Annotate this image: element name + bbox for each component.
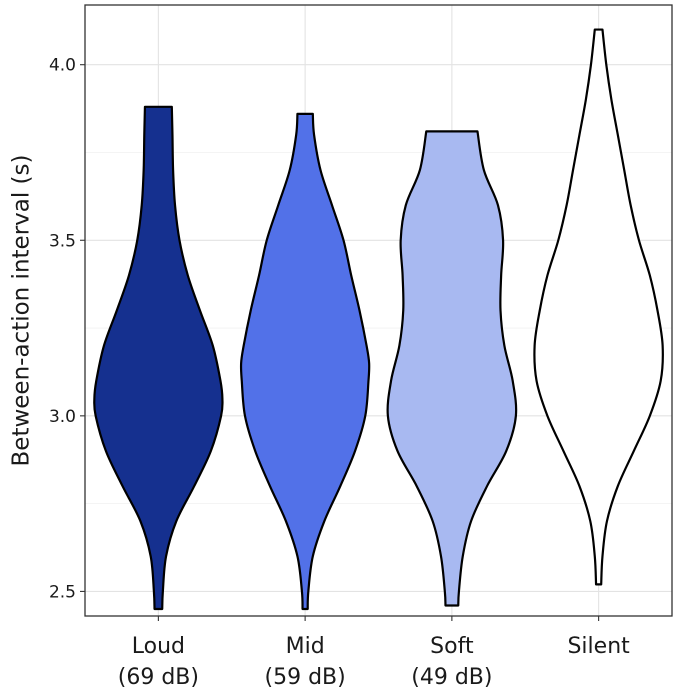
y-tick-label: 2.5: [49, 582, 76, 602]
violin-mid: [239, 112, 371, 611]
violins: [93, 28, 664, 611]
violin-silent: [533, 28, 664, 586]
x-tick-sublabel: (49 dB): [411, 665, 492, 690]
plot-panel-border: [84, 4, 673, 617]
y-tick-label: 3.5: [49, 231, 76, 251]
violin-loud: [93, 105, 224, 611]
x-tick-sublabel: (69 dB): [118, 665, 199, 690]
x-tick-label: Mid: [286, 634, 325, 659]
y-axis: 2.5 3.0 3.5 4.0: [49, 56, 85, 602]
violin-soft: [386, 130, 518, 607]
y-tick-label: 3.0: [49, 407, 76, 427]
y-axis-title: Between-action interval (s): [9, 155, 35, 467]
x-tick-label: Loud: [132, 634, 185, 659]
x-axis: Loud (69 dB) Mid (59 dB) Soft (49 dB) Silent: [118, 616, 630, 690]
y-tick-label: 4.0: [49, 56, 76, 76]
x-tick-label: Soft: [430, 634, 474, 659]
x-tick-label: Silent: [567, 634, 630, 659]
x-tick-sublabel: (59 dB): [265, 665, 346, 690]
